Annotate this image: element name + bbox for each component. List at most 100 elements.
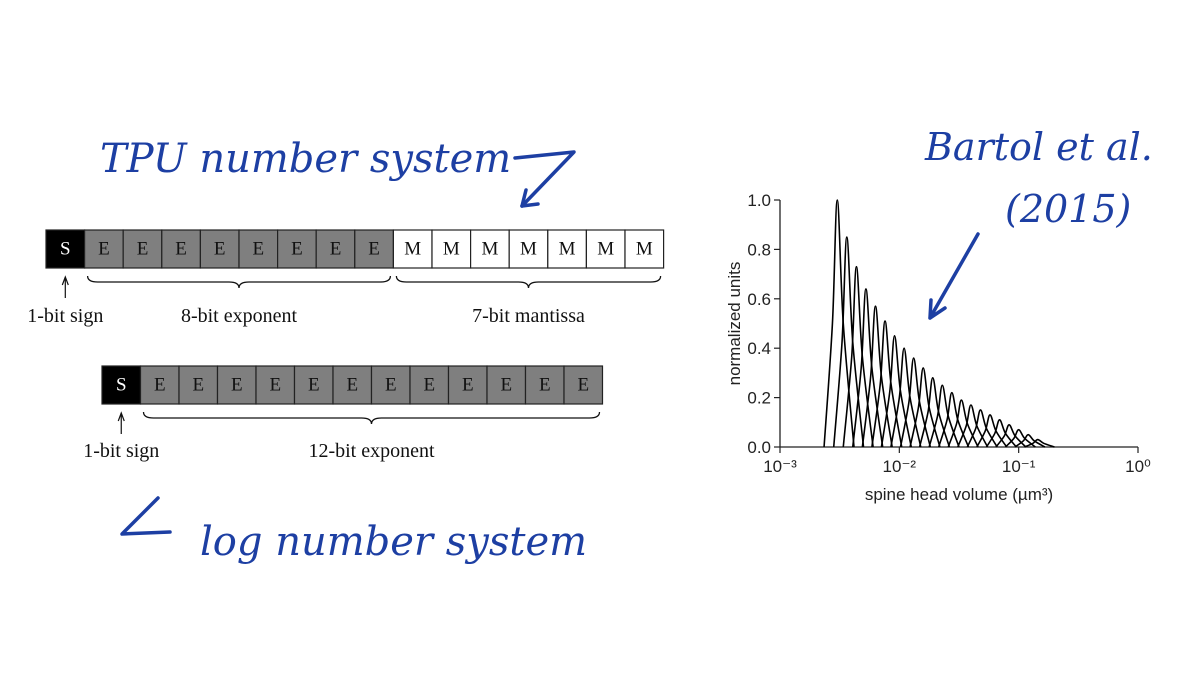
bit-letter: E [330, 238, 342, 259]
bit-letter: E [368, 238, 380, 259]
bit-cell [293, 365, 334, 405]
bit-cell [139, 365, 180, 405]
curve [1024, 438, 1055, 448]
bit-letter: E [308, 374, 320, 395]
bit-letter: E [175, 238, 187, 259]
brace [142, 411, 601, 425]
bit-letter: M [597, 238, 614, 259]
bit-cell [45, 229, 86, 269]
bit-cell [409, 365, 450, 405]
curve [947, 399, 979, 448]
bit-letter: E [423, 374, 435, 395]
bit-letter: M [520, 238, 537, 259]
bit-letter: M [636, 238, 653, 259]
bit-cell [354, 229, 394, 269]
x-tick-label: 10⁻³ [763, 457, 797, 476]
annotation-log: log number system [200, 519, 587, 565]
field-label: 8-bit exponent [181, 305, 298, 327]
curve [976, 414, 1008, 448]
bit-cell [178, 365, 219, 405]
bit-letter: E [577, 374, 589, 395]
curve [1004, 428, 1036, 448]
bit-letter: E [500, 374, 512, 395]
brace [395, 275, 662, 289]
curve [851, 288, 884, 448]
bit-cell [370, 365, 411, 405]
bit-cell [101, 365, 142, 405]
bit-cell [508, 229, 549, 269]
x-tick-label: 10⁻² [883, 457, 917, 476]
bit-letter: M [404, 238, 421, 259]
curve [918, 377, 951, 448]
bit-letter: E [252, 238, 264, 259]
bit-letter: M [443, 238, 460, 259]
bit-letter: M [559, 238, 576, 259]
x-axis-label: spine head volume (µm³) [865, 485, 1053, 504]
curve [909, 367, 941, 448]
curve [890, 347, 922, 448]
bit-letter: S [116, 374, 127, 395]
arrow-log [120, 496, 172, 536]
bit-letter: E [137, 238, 149, 259]
bit-cell [470, 229, 510, 269]
y-tick-label: 0.2 [747, 389, 771, 408]
curve [832, 236, 865, 448]
bit-cell [431, 229, 472, 269]
bit-cell [447, 365, 488, 405]
y-tick-label: 0.8 [747, 240, 771, 259]
curve [880, 335, 913, 448]
sign-arrow [61, 275, 69, 298]
arrow-citation [928, 232, 980, 320]
bit-cell [199, 229, 240, 269]
x-tick-label: 10⁰ [1125, 457, 1151, 476]
bit-letter: S [60, 238, 71, 259]
field-label: 1-bit sign [83, 440, 159, 462]
bit-letter: E [291, 238, 303, 259]
bit-letter: E [346, 374, 358, 395]
y-axis-label: normalized units [725, 262, 744, 386]
bit-cell [585, 229, 626, 269]
bit-letter: E [154, 374, 166, 395]
curve [899, 357, 932, 448]
bit-cell [563, 365, 604, 405]
arrow-head [520, 188, 540, 208]
curve [1014, 433, 1046, 448]
y-tick-label: 0.0 [747, 438, 771, 457]
bit-cell [547, 229, 587, 269]
sign-arrow [117, 411, 125, 434]
bit-letter: E [98, 238, 110, 259]
curve [928, 384, 960, 448]
x-tick-label: 10⁻¹ [1002, 457, 1036, 476]
curve [985, 419, 1017, 448]
arrow-tpu [513, 150, 576, 208]
bit-letter: E [462, 374, 474, 395]
bit-cell [161, 229, 202, 269]
annotation-tpu: TPU number system [100, 136, 511, 182]
bit-letter: M [481, 238, 498, 259]
curve [995, 423, 1027, 448]
bit-cell [255, 365, 296, 405]
curve [842, 265, 874, 448]
y-tick-label: 0.4 [747, 339, 771, 358]
annotation-citation: Bartol et al. [924, 125, 1153, 169]
curve [823, 199, 855, 448]
bit-cell [392, 229, 433, 269]
bit-letter: E [192, 374, 204, 395]
bit-cell [332, 365, 373, 405]
bit-cell [83, 229, 124, 269]
bit-letter: E [231, 374, 243, 395]
curve [966, 409, 998, 448]
y-tick-label: 0.6 [747, 290, 771, 309]
curve [871, 320, 903, 448]
y-tick-label: 1.0 [747, 191, 771, 210]
bit-cell [122, 229, 163, 269]
field-label: 1-bit sign [27, 305, 103, 327]
field-label: 7-bit mantissa [472, 305, 585, 327]
curve [957, 404, 989, 448]
bit-cell [624, 229, 665, 269]
curve [937, 391, 970, 448]
bit-cell [315, 229, 356, 269]
bit-cell [238, 229, 279, 269]
